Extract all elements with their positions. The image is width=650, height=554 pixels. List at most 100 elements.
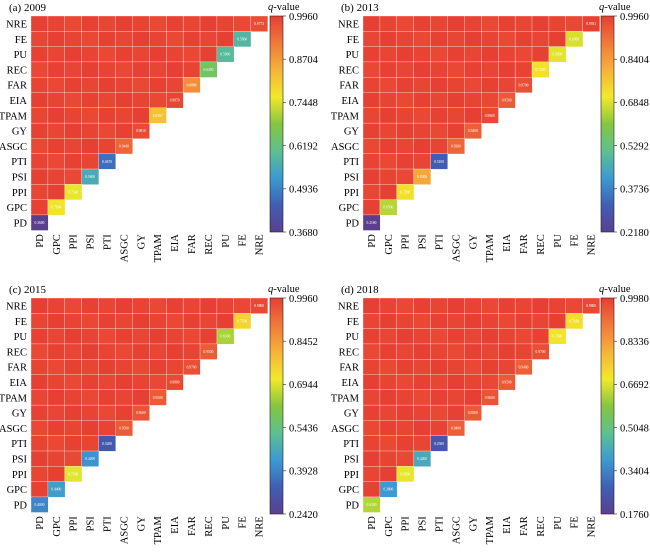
heatmap-cell: [531, 297, 550, 314]
y-tick-label: PU: [346, 50, 360, 61]
heatmap-cell: [98, 153, 116, 170]
heatmap-cell: [64, 343, 83, 360]
heatmap-cell: [481, 374, 499, 391]
y-tick-label: PTI: [11, 157, 27, 168]
colorbar-tick-label: 0.1760: [620, 510, 649, 521]
heatmap-cell: [199, 313, 218, 330]
heatmap-cell: [64, 107, 83, 124]
cell-value-label: 0.9500: [502, 381, 512, 385]
x-tick-label: REC: [204, 516, 215, 536]
heatmap-cell: [216, 297, 235, 314]
heatmap-cell: [132, 404, 150, 421]
heatmap-cell: [166, 374, 184, 391]
y-tick-label: PPI: [344, 470, 360, 481]
heatmap-cell: [430, 138, 448, 155]
heatmap-cell: [362, 168, 381, 185]
y-tick-label: FAR: [339, 363, 359, 374]
heatmap-cell: [396, 328, 415, 345]
heatmap-cell: [362, 466, 381, 483]
heatmap-cells: 0.9800 0.7100 0.7000 0.9700 0.9400 0.9500 0.96…: [362, 297, 601, 513]
heatmap-cell: [379, 46, 398, 63]
heatmap-cell: [379, 297, 398, 314]
y-tick-label: PTI: [343, 439, 359, 450]
x-tick-label: PU: [221, 516, 232, 530]
y-tick-label: PPI: [12, 470, 28, 481]
heatmap-cell: [81, 153, 100, 170]
heatmap-cell: [30, 420, 49, 437]
heatmap-cell: [47, 420, 66, 437]
heatmap-cell: [182, 359, 201, 375]
heatmap-cell: [379, 359, 398, 375]
cell-value-label: 0.9800: [170, 381, 180, 385]
x-tick-label: EIA: [502, 234, 513, 252]
heatmap-cell: [464, 313, 482, 330]
heatmap-cell: [30, 466, 49, 483]
heatmap-cell: [199, 297, 218, 314]
heatmap-cell: [481, 77, 499, 93]
y-tick-label: GPC: [339, 485, 359, 496]
heatmap-cell: [47, 466, 66, 483]
cell-value-label: 0.9870: [170, 99, 180, 103]
heatmap-cell: [98, 138, 116, 155]
heatmap-cell: [481, 92, 499, 109]
heatmap-cell: [430, 328, 448, 345]
cell-value-label: 0.6490: [204, 68, 214, 72]
heatmap-cell: [98, 297, 116, 314]
heatmap-cell: [115, 46, 133, 63]
x-tick-label: FE: [238, 234, 249, 246]
cell-value-label: 0.7000: [68, 472, 78, 476]
heatmap-cell: [132, 359, 150, 375]
heatmap-cell: [447, 297, 465, 314]
heatmap-cell: [379, 77, 398, 93]
heatmap-cell: [565, 313, 584, 330]
x-axis-labels: PD GPC PPI PSI PTI ASGC GY TPAM EIA FAR REC PU FE NRE: [367, 516, 598, 545]
heatmap-cell: [362, 122, 381, 139]
y-tick-label: GY: [12, 409, 28, 420]
heatmap-cell: [396, 389, 415, 406]
heatmap-cell: [430, 359, 448, 375]
heatmap-cell: [396, 168, 415, 185]
colorbar-tick-label: 0.3680: [289, 228, 318, 239]
cell-value-label: 0.3200: [102, 442, 112, 446]
heatmap-cell: [498, 61, 516, 78]
heatmap-cell: [149, 343, 167, 360]
heatmap-cell: [98, 77, 116, 93]
heatmap-cell: [430, 31, 448, 48]
y-tick-label: REC: [339, 347, 359, 358]
heatmap-cell: [396, 450, 415, 467]
heatmap-cell: [132, 31, 150, 48]
heatmap-cell: [430, 107, 448, 124]
heatmap-cell: [464, 359, 482, 375]
heatmap-cell: [98, 31, 116, 48]
heatmap-cell: [199, 61, 218, 78]
heatmap-cell: [30, 435, 49, 452]
heatmap-cell: [362, 153, 381, 170]
heatmap-cell: [98, 389, 116, 406]
heatmap-cell: [362, 328, 381, 345]
heatmap-cell: [481, 359, 499, 375]
x-tick-label: GPC: [384, 234, 395, 254]
cell-value-label: 0.9600: [136, 411, 146, 415]
cell-value-label: 0.2180: [367, 221, 377, 225]
heatmap-cell: [379, 343, 398, 360]
heatmap-cell: [430, 46, 448, 63]
y-tick-label: PSI: [12, 454, 28, 465]
heatmap-cell: [47, 359, 66, 375]
heatmap-cells: 0.9773 0.5800 0.5900 0.6490 0.8888 0.9870 0.81…: [30, 15, 269, 231]
heatmap-cell: [98, 46, 116, 63]
heatmap-cell: [30, 404, 49, 421]
heatmap-cell: [64, 435, 83, 452]
heatmap-cell: [47, 374, 66, 391]
heatmap-cell: [81, 168, 100, 185]
heatmap-cell: [81, 328, 100, 345]
cell-value-label: 0.7100: [569, 319, 579, 323]
x-tick-label: PU: [553, 516, 564, 530]
cell-value-label: 0.9400: [519, 365, 529, 369]
x-tick-label: FAR: [519, 516, 530, 536]
x-tick-label: TPAM: [153, 234, 164, 263]
heatmap-cell: [413, 374, 432, 391]
y-tick-label: ASGC: [331, 142, 359, 153]
heatmap-cell: [514, 328, 533, 345]
heatmap-cell: [30, 214, 49, 231]
y-tick-label: FE: [347, 35, 359, 46]
